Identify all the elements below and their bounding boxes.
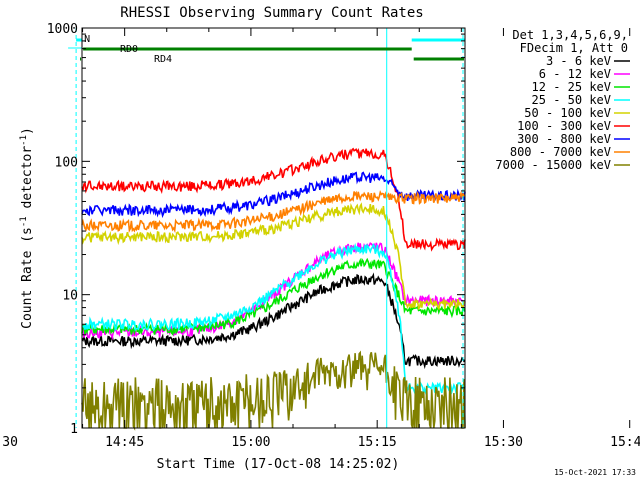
series-line-9 <box>81 350 466 431</box>
x-tick-label: 15:30 <box>484 435 523 450</box>
y-tick-label: 100 <box>55 155 78 170</box>
x-tick-label: 14:45 <box>105 435 144 450</box>
legend-header-line: FDecim 1, Att 0 <box>520 41 628 55</box>
legend-entry-label: 12 - 25 keV <box>532 80 611 94</box>
night-label: N <box>84 34 90 45</box>
series-line-5 <box>81 202 466 311</box>
rd4-label: RD4 <box>154 54 172 65</box>
x-tick-label: 14:30 <box>0 435 18 450</box>
legend: Det 1,3,4,5,6,9,FDecim 1, Att 03 - 6 keV… <box>495 28 630 172</box>
legend-entry-label: 7000 - 15000 keV <box>495 158 611 172</box>
y-tick-label: 10 <box>62 289 78 304</box>
chart-title: RHESSI Observing Summary Count Rates <box>120 5 423 21</box>
y-tick-label: 1000 <box>47 22 78 37</box>
y-tick-label: 1 <box>70 422 78 437</box>
series-line-8 <box>81 190 466 234</box>
series-line-6 <box>81 147 466 252</box>
x-tick-label: 15:15 <box>358 435 397 450</box>
legend-entry-label: 100 - 300 keV <box>517 119 611 133</box>
series-line-4 <box>81 242 466 396</box>
x-tick-label: 15:00 <box>231 435 270 450</box>
legend-entry-label: 3 - 6 keV <box>546 54 611 68</box>
series-layer <box>81 147 466 431</box>
legend-entry-label: 6 - 12 keV <box>539 67 611 81</box>
rd0-label: RD0 <box>120 44 138 55</box>
legend-header-line: Det 1,3,4,5,6,9, <box>512 28 628 42</box>
series-line-7 <box>81 171 466 219</box>
legend-entry-label: 300 - 800 keV <box>517 132 611 146</box>
footer-timestamp: 15-Oct-2021 17:33 <box>554 468 636 477</box>
y-axis-label: Count Rate (s-1 detector-1) <box>19 127 35 329</box>
legend-entry-label: 800 - 7000 keV <box>510 145 611 159</box>
x-axis-label: Start Time (17-Oct-08 14:25:02) <box>157 457 400 472</box>
plot-frame <box>81 27 466 429</box>
legend-entry-label: 25 - 50 keV <box>532 93 611 107</box>
x-tick-label: 15:45 <box>610 435 640 450</box>
flag-layer: N RD0 RD4 <box>68 28 465 428</box>
legend-entry-label: 50 - 100 keV <box>524 106 611 120</box>
axis-layer: 1 10 100 1000 14:30 14:45 15:00 15:15 15:30 15:45… <box>0 22 640 450</box>
